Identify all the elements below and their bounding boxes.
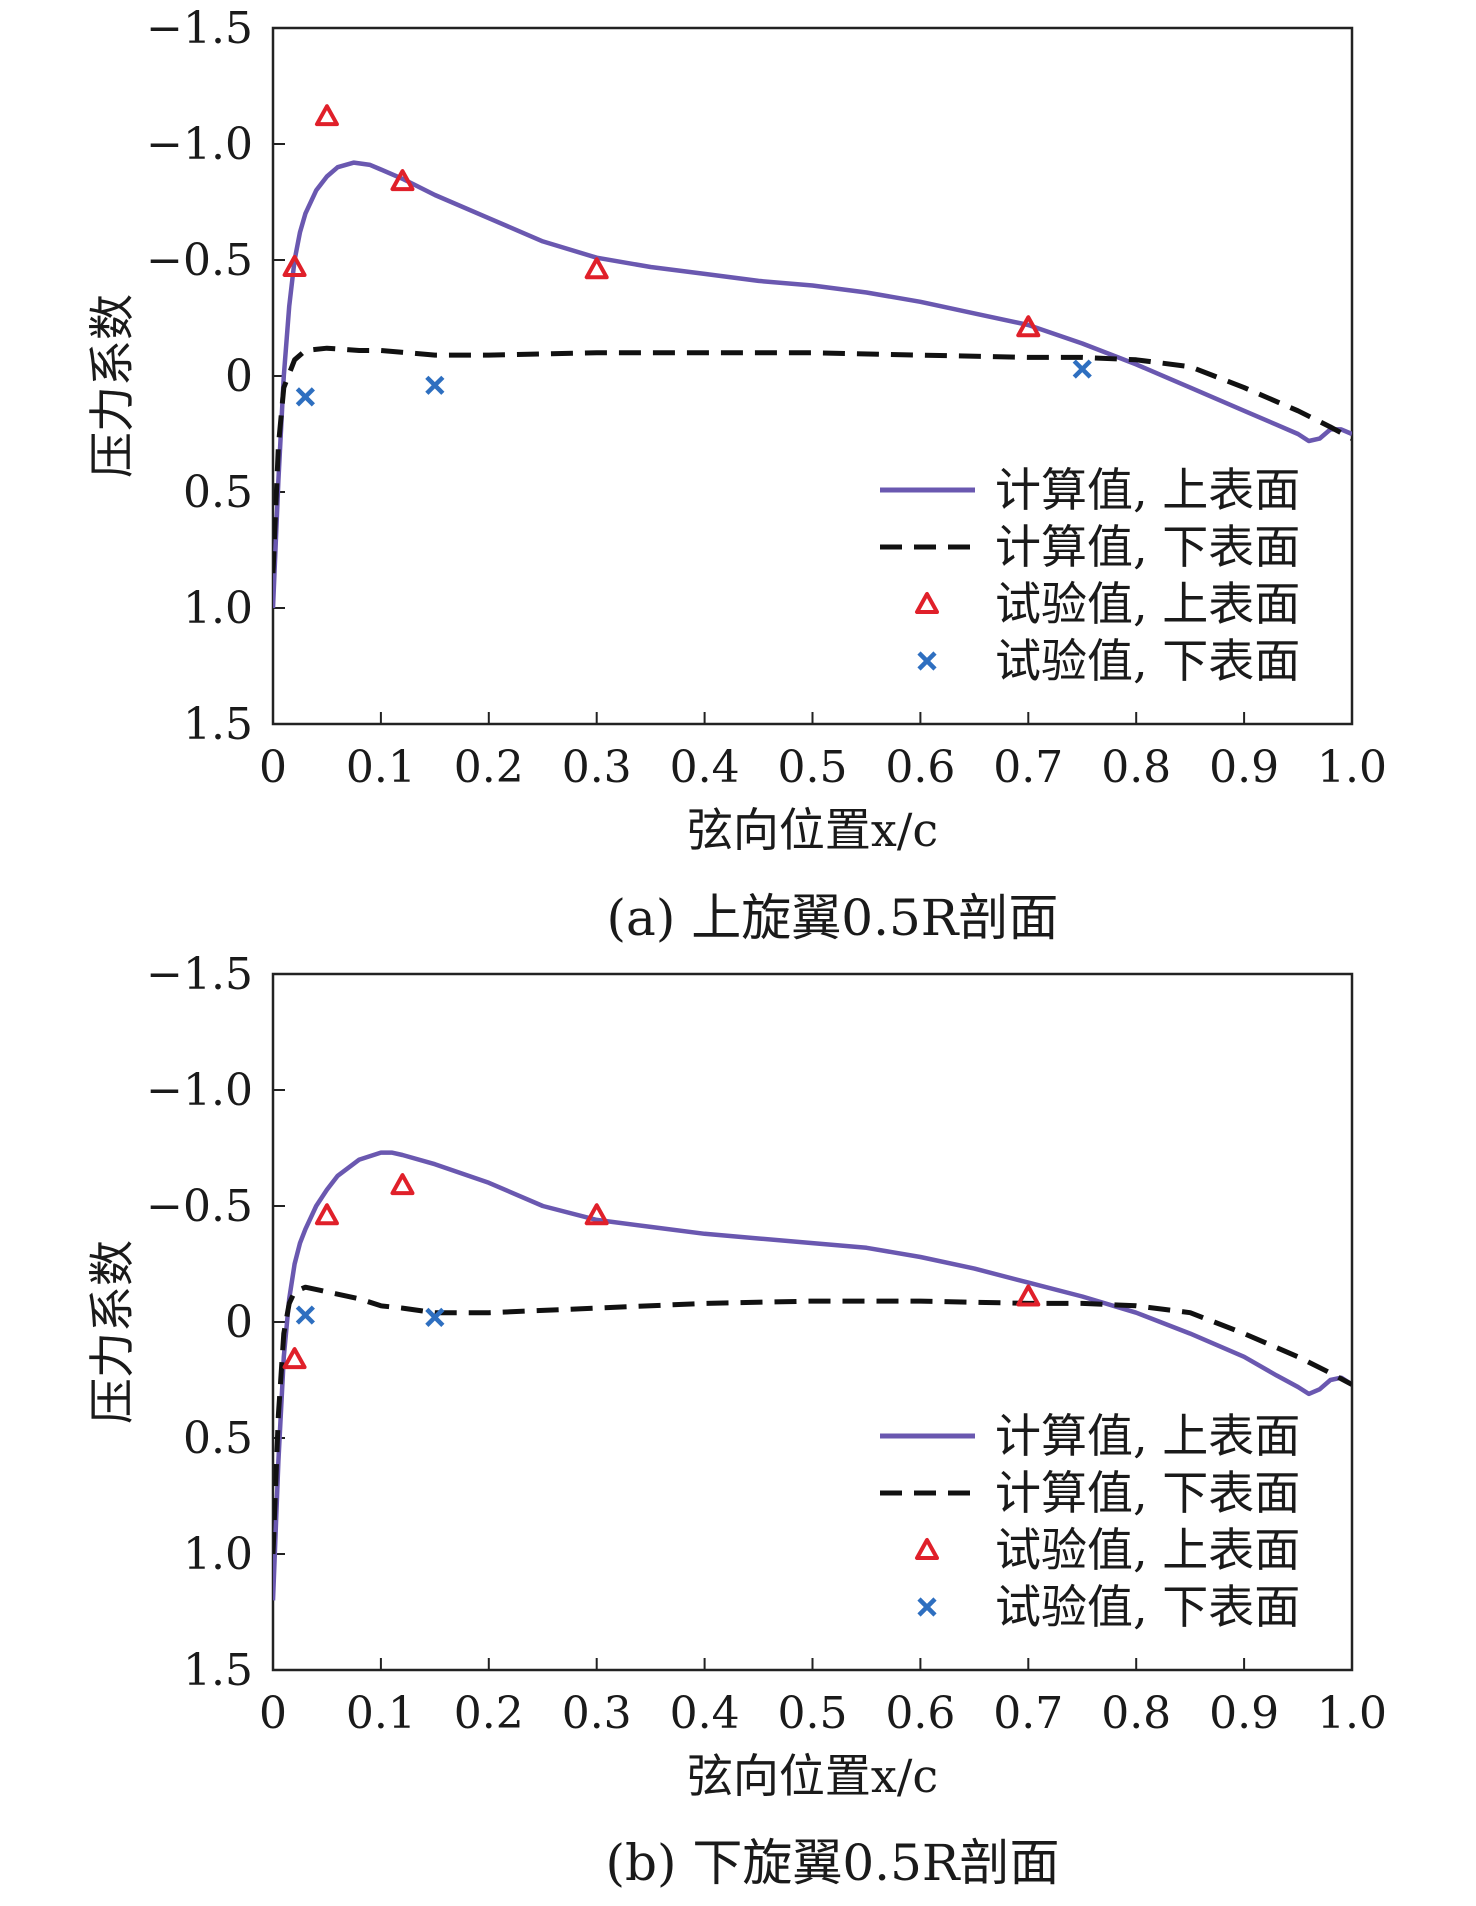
y-axis-label: 压力系数 <box>85 294 139 478</box>
x-tick-label: 0.9 <box>1209 1688 1279 1739</box>
legend-swatch-triangle <box>915 592 939 614</box>
x-tick-label: 0.2 <box>454 1688 524 1739</box>
legend-item: 试验值, 下表面 <box>917 634 1300 688</box>
data-point-exp-upper <box>282 1347 307 1370</box>
legend-swatch-cross <box>917 651 937 671</box>
x-tick-label: 0.4 <box>670 1688 740 1739</box>
x-tick-label: 0.6 <box>885 1688 955 1739</box>
y-axis-label: 压力系数 <box>85 1240 139 1424</box>
y-tick-label: −1.5 <box>146 949 253 1000</box>
data-point-exp-lower <box>295 1305 315 1325</box>
y-tick-label: 1.5 <box>183 1645 253 1696</box>
data-point-exp-upper <box>314 104 339 127</box>
x-tick-label: 0.4 <box>670 742 740 793</box>
y-tick-label: 0 <box>225 351 253 402</box>
legend-label: 试验值, 下表面 <box>995 634 1300 688</box>
x-tick-label: 0.7 <box>993 1688 1063 1739</box>
legend-label: 试验值, 下表面 <box>995 1580 1300 1634</box>
legend-label: 试验值, 上表面 <box>995 577 1300 631</box>
legend-label: 计算值, 上表面 <box>995 463 1300 517</box>
series-line-calc-upper <box>273 1150 1352 1601</box>
y-tick-label: −0.5 <box>146 1181 253 1232</box>
y-tick-label: 0.5 <box>183 467 253 518</box>
legend-swatch-triangle <box>915 1538 939 1560</box>
x-tick-label: 0.3 <box>562 1688 632 1739</box>
y-tick-label: 0 <box>225 1297 253 1348</box>
x-tick-label: 0.8 <box>1101 1688 1171 1739</box>
legend-item: 计算值, 上表面 <box>880 463 1300 517</box>
figure-caption: (b) 下旋翼0.5R剖面 <box>605 1834 1059 1892</box>
legend-item: 试验值, 上表面 <box>915 1523 1300 1577</box>
series-group <box>273 1150 1352 1601</box>
cross-stroke <box>425 375 445 395</box>
x-tick-label: 0 <box>259 1688 287 1739</box>
data-point-exp-upper <box>314 1203 339 1226</box>
series-group <box>273 160 1352 609</box>
data-point-exp-lower <box>425 1307 445 1327</box>
legend-item: 计算值, 下表面 <box>880 1466 1300 1520</box>
data-point-exp-upper <box>584 1203 609 1226</box>
figure-caption: (a) 上旋翼0.5R剖面 <box>607 889 1059 947</box>
panel-a: 0 0.1 0.2 0.3 0.4 0.5 0.6 0.7 0.8 0.9 1.0 −1.5 −1.0 −… <box>85 3 1387 947</box>
series-line-calc-upper <box>273 160 1352 609</box>
x-tick-label: 0.7 <box>993 742 1063 793</box>
legend-label: 试验值, 上表面 <box>995 1523 1300 1577</box>
legend-item: 计算值, 下表面 <box>880 520 1300 574</box>
cross-stroke <box>1072 359 1092 379</box>
y-tick-label: 1.5 <box>183 699 253 750</box>
y-tick-label: 1.0 <box>183 583 253 634</box>
legend-label: 计算值, 下表面 <box>995 1466 1300 1520</box>
data-point-exp-lower <box>295 387 315 407</box>
x-axis-label: 弦向位置x/c <box>687 1749 938 1803</box>
x-tick-label: 0.1 <box>346 742 416 793</box>
panel-b: 0 0.1 0.2 0.3 0.4 0.5 0.6 0.7 0.8 0.9 1.0 −1.5 −1.0 −… <box>85 949 1387 1892</box>
x-tick-label: 0.5 <box>778 742 848 793</box>
x-tick-label: 0.9 <box>1209 742 1279 793</box>
x-tick-label: 0 <box>259 742 287 793</box>
y-tick-label: −0.5 <box>146 235 253 286</box>
x-axis-label: 弦向位置x/c <box>687 803 938 857</box>
x-tick-label: 1.0 <box>1317 1688 1387 1739</box>
cross-stroke <box>917 1597 937 1617</box>
cross-stroke <box>425 1307 445 1327</box>
data-point-exp-upper <box>584 257 609 280</box>
y-tick-label: 0.5 <box>183 1413 253 1464</box>
data-point-exp-lower <box>425 375 445 395</box>
data-point-exp-upper <box>1016 1284 1041 1307</box>
cross-stroke <box>917 651 937 671</box>
x-tick-label: 0.6 <box>885 742 955 793</box>
cross-stroke <box>295 1305 315 1325</box>
y-tick-label: −1.0 <box>146 119 253 170</box>
cross-stroke <box>295 387 315 407</box>
series-line-calc-lower <box>273 1284 1352 1555</box>
legend-label: 计算值, 上表面 <box>995 1409 1300 1463</box>
data-point-exp-upper <box>390 169 415 192</box>
x-tick-label: 0.2 <box>454 742 524 793</box>
y-tick-label: −1.5 <box>146 3 253 54</box>
series-line-calc-lower <box>273 345 1352 574</box>
legend-item: 试验值, 下表面 <box>917 1580 1300 1634</box>
legend-item: 计算值, 上表面 <box>880 1409 1300 1463</box>
legend-item: 试验值, 上表面 <box>915 577 1300 631</box>
data-point-exp-upper <box>282 254 307 277</box>
x-tick-label: 1.0 <box>1317 742 1387 793</box>
x-tick-label: 0.5 <box>778 1688 848 1739</box>
y-tick-label: 1.0 <box>183 1529 253 1580</box>
legend-swatch-cross <box>917 1597 937 1617</box>
legend-label: 计算值, 下表面 <box>995 520 1300 574</box>
y-tick-label: −1.0 <box>146 1065 253 1116</box>
x-tick-label: 0.1 <box>346 1688 416 1739</box>
x-tick-label: 0.8 <box>1101 742 1171 793</box>
x-tick-label: 0.3 <box>562 742 632 793</box>
data-point-exp-upper <box>1016 315 1041 338</box>
data-point-exp-upper <box>390 1173 415 1196</box>
data-point-exp-lower <box>1072 359 1092 379</box>
